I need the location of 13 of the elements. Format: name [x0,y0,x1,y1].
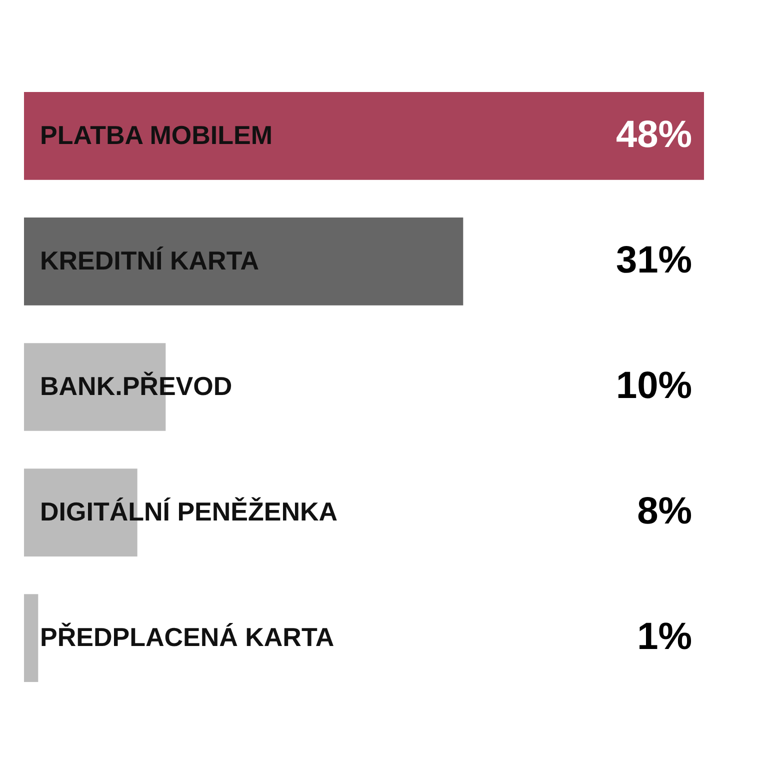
data-label: 31% [616,239,692,282]
y-tick-label: DIGITÁLNÍ PENĚŽENKA [40,496,338,527]
y-tick-label: KREDITNÍ KARTA [40,245,260,276]
data-label: 8% [637,490,692,533]
data-label: 10% [616,365,692,407]
y-tick-label: PLATBA MOBILEM [40,120,273,150]
bar [24,92,704,180]
bar [24,218,464,306]
data-label: 48% [616,114,692,156]
y-tick-label: PŘEDPLACENÁ KARTA [40,622,334,652]
y-tick-label: BANK.PŘEVOD [40,371,232,401]
bar [24,594,38,682]
data-label: 1% [637,616,692,658]
